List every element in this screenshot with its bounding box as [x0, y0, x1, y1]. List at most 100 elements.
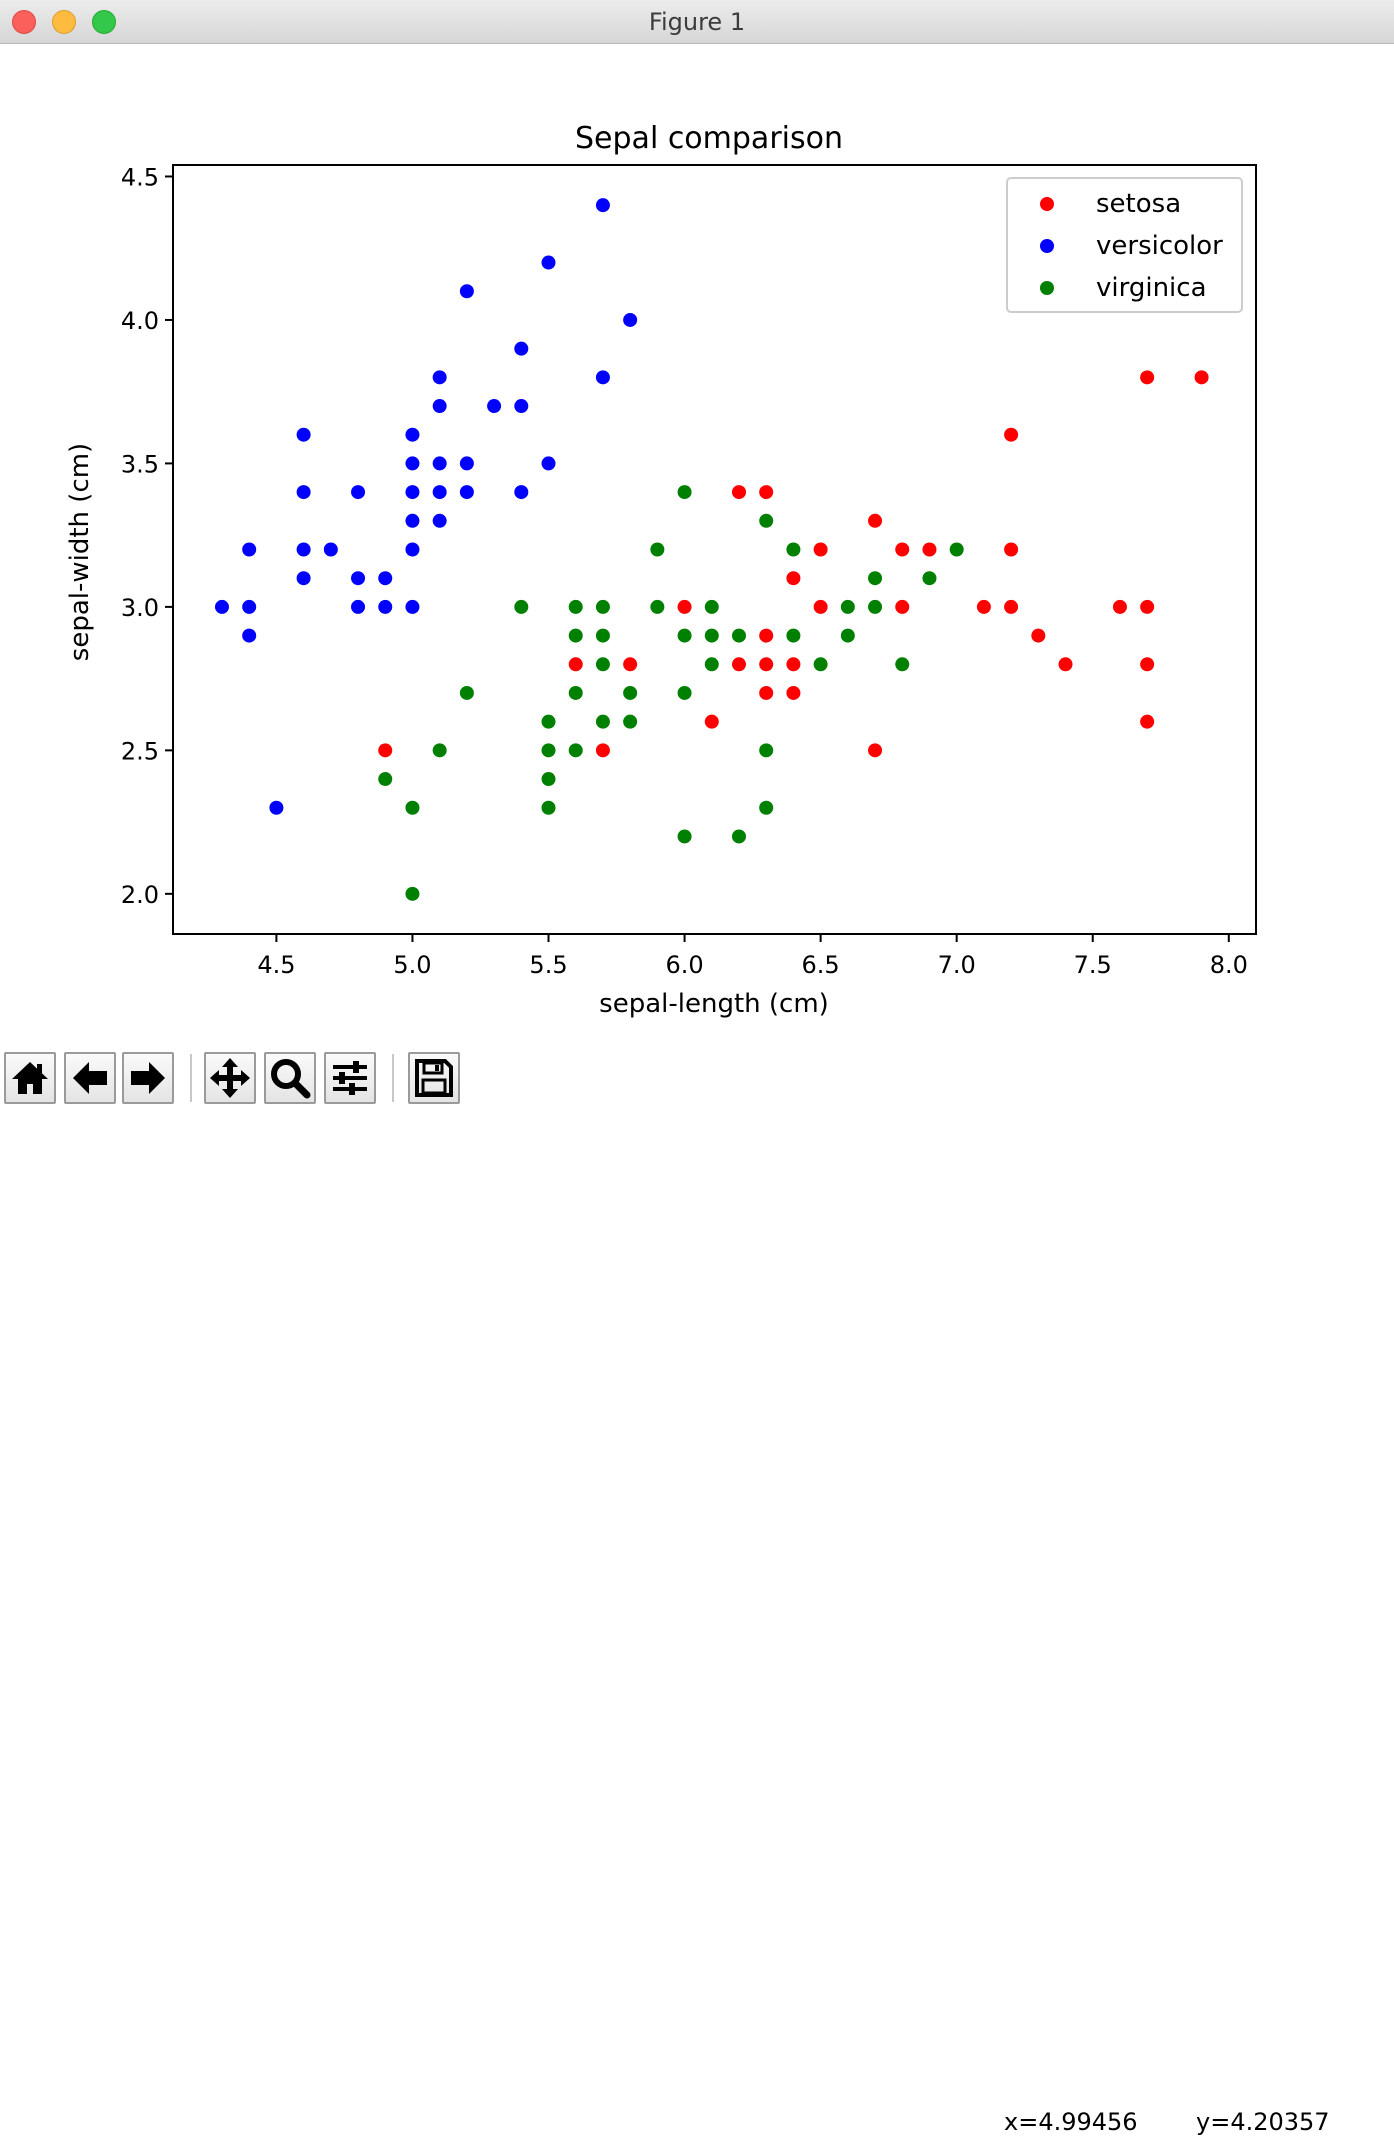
versicolor-point [296, 427, 311, 442]
virginica-point [868, 599, 883, 614]
virginica-point [595, 599, 610, 614]
versicolor-point [459, 456, 474, 471]
y-tick-label: 3.0 [121, 594, 159, 622]
virginica-point [840, 599, 855, 614]
versicolor-point [405, 427, 420, 442]
setosa-point [813, 542, 828, 557]
setosa-point [623, 657, 638, 672]
floppy-disk-icon [415, 1059, 453, 1097]
setosa-point [378, 743, 393, 758]
versicolor-point [405, 542, 420, 557]
virginica-point [623, 714, 638, 729]
virginica-point [759, 743, 774, 758]
setosa-point [1058, 657, 1073, 672]
versicolor-point [432, 456, 447, 471]
x-tick-label: 4.5 [257, 951, 295, 979]
versicolor-point [351, 485, 366, 500]
zoom-window-button[interactable] [92, 10, 116, 34]
legend-label-versicolor: versicolor [1096, 231, 1223, 261]
y-tick-label: 2.5 [121, 737, 159, 765]
setosa-point [1112, 599, 1127, 614]
setosa-point [1194, 370, 1209, 385]
pan-button[interactable] [204, 1052, 256, 1104]
versicolor-point [487, 399, 502, 414]
virginica-point [731, 628, 746, 643]
setosa-point [595, 743, 610, 758]
virginica-point [759, 800, 774, 815]
virginica-point [514, 599, 529, 614]
scatter-chart[interactable]: Sepal comparison 4.5 5.0 5.5 6.0 6.5 7.0 7.5 8.… [0, 44, 1394, 1044]
virginica-point [568, 685, 583, 700]
legend: setosa versicolor virginica [1006, 177, 1243, 313]
setosa-point [976, 599, 991, 614]
setosa-point [813, 599, 828, 614]
x-axis-label: sepal-length (cm) [599, 989, 829, 1019]
setosa-point [731, 485, 746, 500]
axes-frame [172, 164, 1257, 935]
back-button[interactable] [64, 1052, 116, 1104]
zoom-button[interactable] [264, 1052, 316, 1104]
versicolor-point [242, 628, 257, 643]
setosa-point [759, 657, 774, 672]
sliders-icon [333, 1061, 367, 1095]
versicolor-point [541, 456, 556, 471]
versicolor-point [242, 542, 257, 557]
chart-title: Sepal comparison [575, 121, 843, 156]
virginica-point [595, 657, 610, 672]
forward-button[interactable] [122, 1052, 174, 1104]
setosa-point [1031, 628, 1046, 643]
virginica-point [541, 714, 556, 729]
setosa-point [786, 685, 801, 700]
magnifier-icon [271, 1059, 311, 1099]
virginica-point [541, 800, 556, 815]
y-tick-label: 2.0 [121, 881, 159, 909]
setosa-point [1004, 427, 1019, 442]
versicolor-point [514, 341, 529, 356]
versicolor-point [595, 198, 610, 213]
move-icon [210, 1058, 250, 1098]
setosa-point [868, 513, 883, 528]
virginica-point [568, 628, 583, 643]
virginica-point [704, 657, 719, 672]
close-window-button[interactable] [12, 10, 36, 34]
virginica-point [786, 542, 801, 557]
window-title: Figure 1 [648, 8, 746, 36]
virginica-point [704, 599, 719, 614]
setosa-point [1004, 542, 1019, 557]
setosa-point [759, 628, 774, 643]
versicolor-point [405, 513, 420, 528]
x-tick-label: 6.5 [802, 951, 840, 979]
versicolor-point [323, 542, 338, 557]
save-button[interactable] [408, 1052, 460, 1104]
legend-label-virginica: virginica [1096, 273, 1207, 303]
versicolor-point [459, 284, 474, 299]
y-axis-label: sepal-width (cm) [65, 443, 95, 661]
virginica-point [704, 628, 719, 643]
virginica-point [868, 571, 883, 586]
versicolor-point [405, 599, 420, 614]
minimize-window-button[interactable] [52, 10, 76, 34]
home-button[interactable] [4, 1052, 56, 1104]
versicolor-point [214, 599, 229, 614]
legend-marker-virginica [1040, 281, 1054, 295]
setosa-point [895, 542, 910, 557]
virginica-point [623, 685, 638, 700]
virginica-point [677, 685, 692, 700]
x-tick-label: 7.5 [1074, 951, 1112, 979]
configure-subplots-button[interactable] [324, 1052, 376, 1104]
y-coordinate-readout: y=4.20357 [1196, 2108, 1330, 2136]
toolbar-separator [190, 1054, 192, 1102]
virginica-point [595, 628, 610, 643]
y-tick-label: 4.0 [121, 307, 159, 335]
legend-marker-setosa [1040, 197, 1054, 211]
setosa-point [895, 599, 910, 614]
setosa-point [922, 542, 937, 557]
x-tick-label: 5.5 [529, 951, 567, 979]
x-tick-label: 7.0 [938, 951, 976, 979]
versicolor-point [514, 485, 529, 500]
x-coordinate-readout: x=4.99456 [1004, 2108, 1138, 2136]
versicolor-point [405, 456, 420, 471]
virginica-point [677, 829, 692, 844]
versicolor-point [296, 571, 311, 586]
setosa-point [568, 657, 583, 672]
